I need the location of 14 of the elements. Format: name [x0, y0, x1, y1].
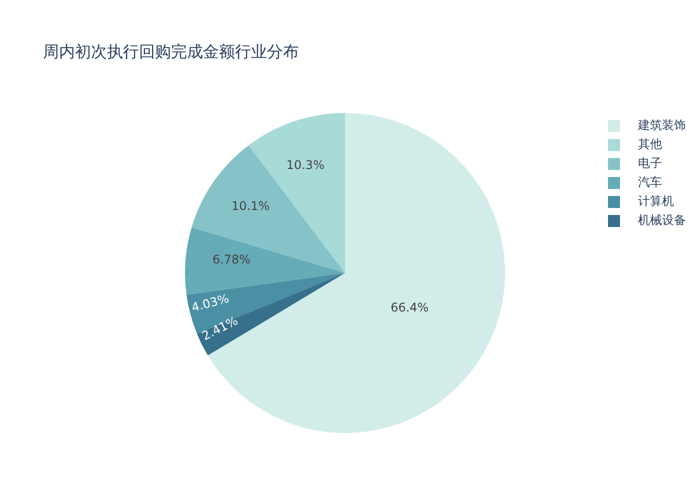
- pie-slice: [192, 145, 345, 273]
- chart-title: 周内初次执行回购完成金额行业分布: [43, 42, 299, 63]
- legend-label: 机械设备: [638, 212, 686, 229]
- data-label: 4.03%: [190, 291, 230, 315]
- data-label: 10.1%: [232, 198, 270, 213]
- pie-slice: [185, 227, 345, 295]
- data-label: 10.3%: [286, 158, 324, 172]
- legend-label: 其他: [638, 136, 662, 153]
- legend-label: 汽车: [638, 174, 662, 191]
- legend-label: 电子: [638, 155, 662, 172]
- legend-label: 计算机: [638, 193, 674, 210]
- legend-label: 建筑装饰: [638, 117, 686, 134]
- data-label: 66.4%: [390, 300, 429, 314]
- data-label: 6.78%: [212, 252, 251, 267]
